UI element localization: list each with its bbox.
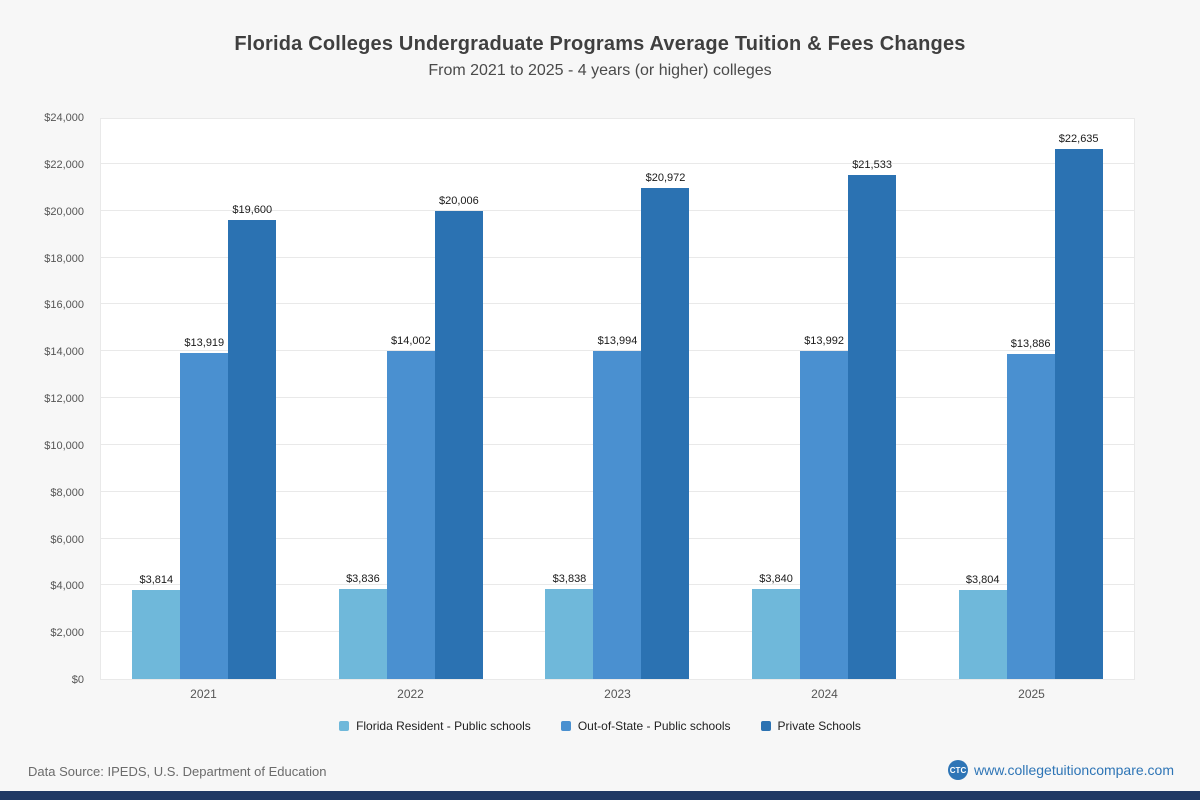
bar-value-label: $3,838: [552, 573, 587, 586]
bar-value-label: $20,972: [645, 171, 686, 184]
bar[interactable]: [545, 589, 594, 679]
bar-column: $22,635: [1054, 132, 1103, 679]
bar-column: $13,992: [800, 335, 849, 679]
gridline: [101, 162, 1134, 164]
gridline: [101, 303, 1134, 305]
legend-swatch-icon: [339, 721, 350, 731]
bar-column: $3,840: [752, 573, 801, 679]
bar-value-label: $21,533: [852, 158, 892, 171]
bar-group-2023: $3,838 $13,994 $20,972: [514, 119, 721, 679]
bar[interactable]: [1054, 148, 1103, 679]
page-title: Florida Colleges Undergraduate Programs …: [234, 33, 966, 55]
y-tick-label: $14,000: [44, 346, 84, 359]
bar[interactable]: [641, 187, 690, 679]
bar-value-label: $13,886: [1010, 337, 1051, 350]
bar-value-label: $13,919: [184, 337, 225, 350]
bar[interactable]: [800, 351, 849, 679]
ctc-logo-icon: CTC: [948, 760, 969, 780]
bar-column: $3,836: [338, 573, 387, 679]
bar-group-2025: $3,804 $13,886 $22,635: [927, 119, 1134, 679]
bar-value-label: $22,635: [1058, 132, 1099, 145]
legend-item[interactable]: Florida Resident - Public schools: [339, 719, 531, 733]
bar-column: $21,533: [848, 158, 897, 679]
x-axis-label: 2024: [811, 687, 838, 701]
y-tick-label: $22,000: [44, 158, 84, 171]
bar-column: $20,972: [641, 171, 690, 679]
bar-value-label: $13,994: [597, 335, 638, 348]
x-axis: 2021 2022 2023 2024 2025: [100, 687, 1135, 701]
bar-value-label: $20,006: [439, 194, 479, 207]
bar-column: $3,838: [545, 573, 594, 679]
legend-item[interactable]: Private Schools: [760, 719, 861, 733]
data-source-note: Data Source: IPEDS, U.S. Department of E…: [28, 764, 327, 779]
bar[interactable]: [434, 210, 483, 679]
y-tick-label: $8,000: [50, 486, 84, 499]
bar[interactable]: [228, 220, 277, 679]
y-tick-label: $0: [71, 674, 84, 686]
website-link[interactable]: CTC www.collegetuitioncompare.com: [948, 760, 1174, 780]
legend-swatch-icon: [560, 721, 571, 731]
bar[interactable]: [752, 589, 801, 679]
plot-area: $3,814 $13,919 $19,600 $3,836 $14,002 $20,006…: [100, 118, 1135, 680]
bar[interactable]: [386, 351, 435, 679]
legend-swatch-icon: [760, 721, 771, 731]
bar-column: $13,919: [180, 337, 229, 679]
bar[interactable]: [1006, 353, 1055, 679]
bar-value-label: $3,840: [759, 573, 793, 586]
page-subtitle: From 2021 to 2025 - 4 years (or higher) …: [428, 62, 772, 79]
gridline: [101, 256, 1134, 258]
y-tick-label: $10,000: [44, 439, 84, 452]
bottom-bar: [0, 791, 1200, 800]
bar-value-label: $3,814: [139, 573, 174, 586]
bar[interactable]: [180, 353, 229, 679]
legend-label: Florida Resident - Public schools: [356, 719, 531, 733]
bar-column: $14,002: [386, 335, 435, 679]
bar-value-label: $19,600: [232, 204, 273, 217]
y-tick-label: $20,000: [44, 205, 84, 218]
bar-group-2022: $3,836 $14,002 $20,006: [308, 119, 515, 679]
y-axis: $0 $2,000 $4,000 $6,000 $8,000 $10,000 $12,000…: [0, 112, 92, 686]
x-axis-label: 2025: [1018, 687, 1045, 701]
bar-group-2024: $3,840 $13,992 $21,533: [721, 119, 928, 679]
legend-label: Out-of-State - Public schools: [577, 719, 731, 733]
bar-value-label: $3,836: [346, 573, 380, 586]
bar[interactable]: [593, 351, 642, 679]
bar-column: $20,006: [434, 194, 483, 679]
bar-value-label: $14,002: [391, 335, 431, 348]
gridline: [101, 209, 1134, 211]
x-axis-label: 2022: [397, 687, 424, 701]
bar[interactable]: [132, 589, 181, 679]
legend-item[interactable]: Out-of-State - Public schools: [560, 719, 731, 733]
x-axis-label: 2023: [604, 687, 631, 701]
y-tick-label: $4,000: [50, 580, 84, 593]
bar-column: $3,804: [958, 573, 1007, 679]
y-tick-label: $18,000: [44, 252, 84, 265]
legend-label: Private Schools: [777, 719, 861, 733]
y-tick-label: $6,000: [50, 533, 84, 546]
website-url: www.collegetuitioncompare.com: [974, 762, 1174, 778]
y-tick-label: $24,000: [44, 112, 84, 124]
bar-column: $19,600: [228, 204, 277, 679]
bar-value-label: $3,804: [965, 573, 1000, 586]
bar[interactable]: [848, 174, 897, 679]
bar[interactable]: [338, 589, 387, 679]
bar-column: $13,994: [593, 335, 642, 679]
x-axis-label: 2021: [190, 687, 217, 701]
bar-column: $3,814: [132, 573, 181, 679]
bar-group-2021: $3,814 $13,919 $19,600: [101, 119, 308, 679]
bar-groups: $3,814 $13,919 $19,600 $3,836 $14,002 $20,006…: [101, 119, 1134, 679]
legend: Florida Resident - Public schools Out-of-…: [0, 719, 1200, 733]
bar[interactable]: [958, 589, 1007, 679]
y-tick-label: $2,000: [50, 627, 84, 640]
y-tick-label: $12,000: [44, 393, 84, 405]
gridline: [101, 350, 1134, 352]
bar-column: $13,886: [1006, 337, 1055, 679]
y-tick-label: $16,000: [44, 299, 84, 312]
bar-value-label: $13,992: [804, 335, 844, 348]
